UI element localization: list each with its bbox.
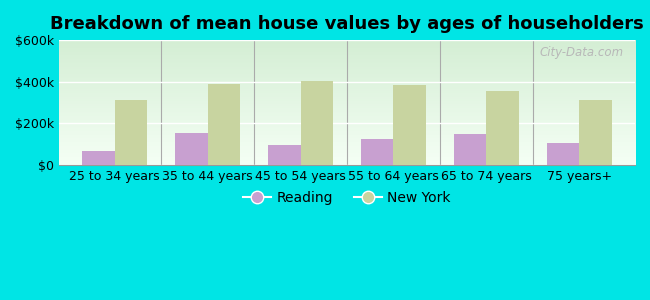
Bar	[300, 81, 333, 165]
Bar	[393, 85, 426, 165]
Bar	[115, 100, 148, 165]
Bar	[207, 84, 240, 165]
Legend: Reading, New York: Reading, New York	[238, 185, 456, 210]
Bar	[547, 143, 579, 165]
Title: Breakdown of mean house values by ages of householders: Breakdown of mean house values by ages o…	[50, 15, 644, 33]
Bar	[486, 91, 519, 165]
Text: City-Data.com: City-Data.com	[540, 46, 623, 59]
Bar	[579, 100, 612, 165]
Bar	[268, 145, 300, 165]
Bar	[361, 139, 393, 165]
Bar	[454, 134, 486, 165]
Bar	[175, 133, 207, 165]
Bar	[82, 152, 115, 165]
